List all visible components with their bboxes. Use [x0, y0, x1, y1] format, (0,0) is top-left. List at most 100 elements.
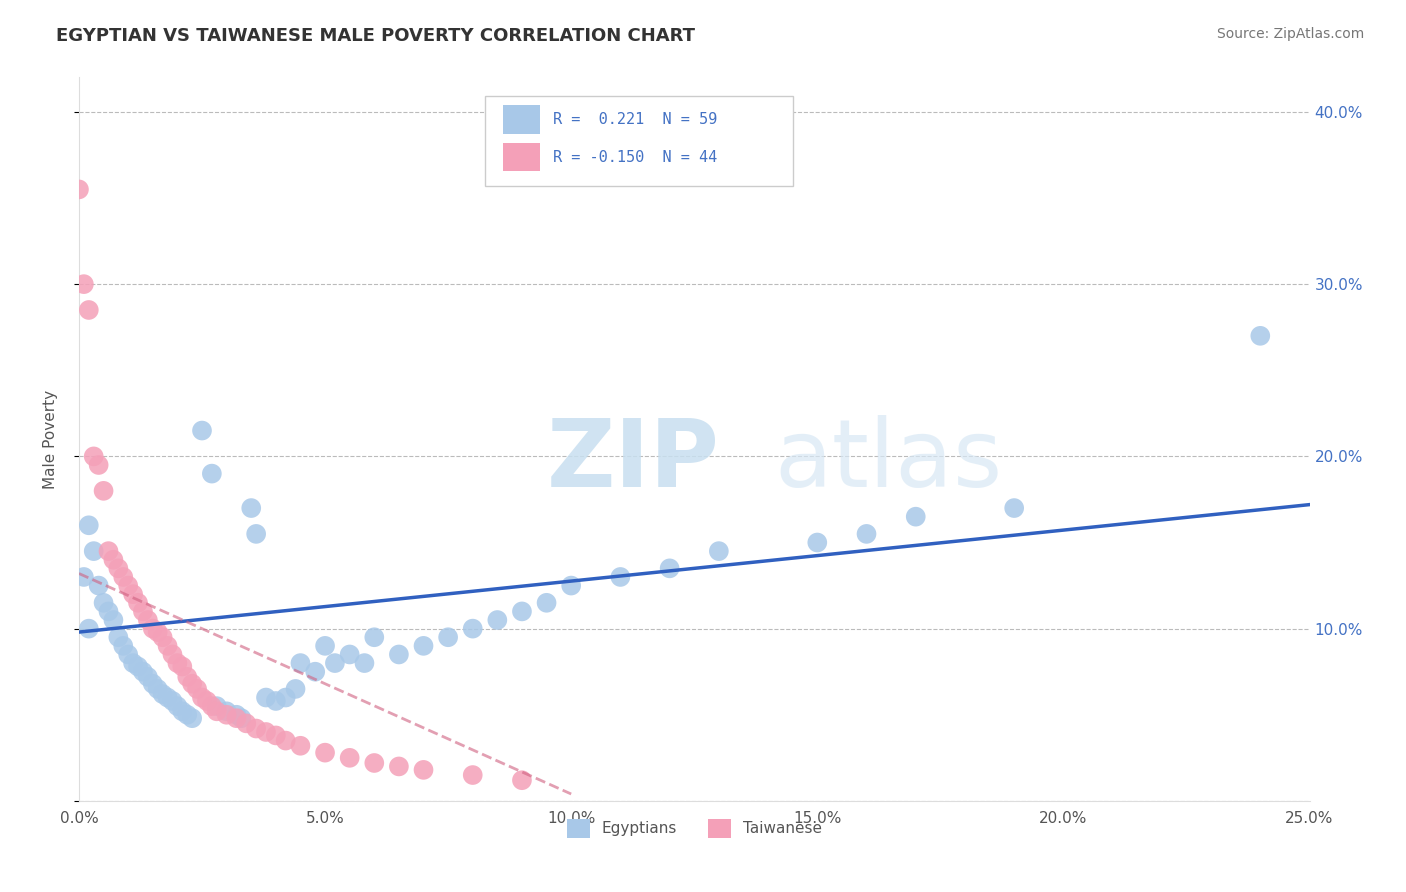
Point: [215, 704, 238, 718]
Point: [339, 751, 361, 765]
Point: [225, 711, 247, 725]
Point: [83, 450, 105, 464]
Point: [1002, 501, 1025, 516]
Text: Source: ZipAtlas.com: Source: ZipAtlas.com: [1216, 27, 1364, 41]
Point: [156, 639, 179, 653]
Point: [363, 630, 385, 644]
Point: [162, 648, 184, 662]
Point: [107, 561, 129, 575]
Point: [87, 578, 110, 592]
Point: [205, 699, 228, 714]
Point: [290, 739, 312, 753]
Point: [73, 277, 96, 292]
Point: [510, 773, 533, 788]
Point: [412, 763, 434, 777]
Point: [97, 604, 120, 618]
Point: [122, 656, 145, 670]
Text: atlas: atlas: [775, 415, 1002, 507]
Text: EGYPTIAN VS TAIWANESE MALE POVERTY CORRELATION CHART: EGYPTIAN VS TAIWANESE MALE POVERTY CORRE…: [56, 27, 695, 45]
Point: [274, 690, 297, 705]
Point: [235, 716, 257, 731]
Point: [855, 527, 877, 541]
Point: [707, 544, 730, 558]
Point: [437, 630, 460, 644]
Point: [117, 648, 139, 662]
Point: [166, 699, 188, 714]
Point: [205, 704, 228, 718]
Point: [172, 659, 194, 673]
Point: [264, 728, 287, 742]
Point: [1249, 328, 1271, 343]
Point: [132, 604, 155, 618]
Point: [156, 690, 179, 705]
Point: [304, 665, 326, 679]
Point: [103, 613, 125, 627]
Point: [510, 604, 533, 618]
Point: [201, 467, 224, 481]
Point: [127, 596, 149, 610]
Point: [461, 768, 484, 782]
Point: [806, 535, 828, 549]
Point: [363, 756, 385, 770]
Point: [245, 527, 267, 541]
Point: [353, 656, 375, 670]
Point: [323, 656, 346, 670]
Point: [191, 690, 214, 705]
Point: [146, 625, 169, 640]
Point: [103, 553, 125, 567]
Point: [314, 746, 336, 760]
Point: [176, 707, 198, 722]
Point: [152, 630, 174, 644]
Point: [904, 509, 927, 524]
Point: [77, 622, 100, 636]
Legend: Egyptians, Taiwanese: Egyptians, Taiwanese: [561, 813, 828, 844]
Point: [112, 639, 135, 653]
Point: [191, 424, 214, 438]
Point: [314, 639, 336, 653]
Point: [152, 687, 174, 701]
Point: [93, 483, 115, 498]
Bar: [503, 105, 540, 134]
Text: R = -0.150  N = 44: R = -0.150 N = 44: [553, 150, 717, 164]
Point: [142, 677, 165, 691]
Point: [225, 707, 247, 722]
FancyBboxPatch shape: [485, 95, 793, 186]
Point: [186, 681, 208, 696]
Point: [195, 694, 218, 708]
Point: [412, 639, 434, 653]
Point: [461, 622, 484, 636]
Point: [93, 596, 115, 610]
Point: [77, 518, 100, 533]
Point: [231, 711, 253, 725]
Point: [142, 622, 165, 636]
Point: [339, 648, 361, 662]
Point: [83, 544, 105, 558]
Point: [181, 677, 204, 691]
Point: [240, 501, 263, 516]
Point: [254, 690, 277, 705]
Point: [176, 670, 198, 684]
Point: [388, 759, 411, 773]
Point: [127, 659, 149, 673]
Point: [112, 570, 135, 584]
Point: [166, 656, 188, 670]
Point: [97, 544, 120, 558]
Y-axis label: Male Poverty: Male Poverty: [44, 390, 58, 489]
Point: [136, 670, 159, 684]
Point: [264, 694, 287, 708]
Point: [560, 578, 582, 592]
Point: [136, 613, 159, 627]
Bar: [503, 143, 540, 171]
Point: [107, 630, 129, 644]
Point: [388, 648, 411, 662]
Point: [181, 711, 204, 725]
Point: [254, 725, 277, 739]
Point: [132, 665, 155, 679]
Point: [609, 570, 631, 584]
Point: [162, 694, 184, 708]
Point: [67, 182, 90, 196]
Point: [658, 561, 681, 575]
Point: [77, 303, 100, 318]
Point: [87, 458, 110, 472]
Point: [290, 656, 312, 670]
